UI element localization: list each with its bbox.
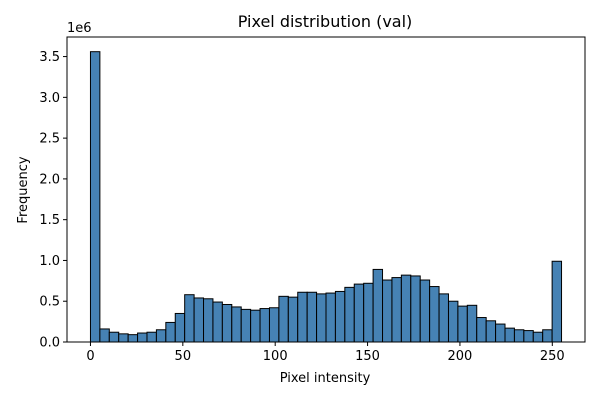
histogram-bar — [447, 300, 459, 343]
histogram-bar — [212, 301, 223, 343]
histogram-bar — [551, 260, 563, 343]
histogram-bar — [466, 304, 478, 343]
histogram-bar — [203, 298, 214, 343]
histogram-bar — [513, 329, 525, 343]
histogram-bar — [363, 282, 374, 343]
histogram-bar — [89, 51, 101, 343]
histogram-bar — [523, 330, 534, 343]
histogram-bar — [268, 307, 280, 343]
chart-title: Pixel distribution (val) — [238, 12, 413, 31]
histogram-bar — [316, 293, 327, 343]
histogram-bar — [240, 308, 252, 343]
histogram-bar — [118, 333, 129, 343]
y-offset-text: 1e6 — [67, 21, 92, 36]
x-ticks: 0 50 100 150 200 250 — [86, 342, 565, 364]
histogram-bar — [419, 279, 431, 343]
histogram-bar — [334, 290, 346, 343]
x-tick-label: 100 — [263, 349, 288, 364]
histogram-bar — [193, 297, 205, 343]
histogram-bar — [429, 286, 440, 343]
histogram-bar — [410, 275, 421, 343]
plot-frame — [66, 36, 586, 343]
histogram-bar — [485, 320, 497, 343]
histogram-bar — [221, 303, 233, 343]
histogram-bar — [287, 296, 299, 343]
y-tick-label: 3.0 — [39, 91, 60, 106]
histogram-bar — [495, 323, 506, 343]
histogram-bar — [184, 294, 195, 343]
histogram-bar — [457, 305, 468, 343]
histogram-bar — [137, 332, 148, 343]
histogram-bar — [372, 268, 384, 343]
x-tick-label: 150 — [355, 349, 380, 364]
y-tick-label: 2.0 — [39, 172, 60, 187]
y-tick-label: 3.5 — [39, 50, 60, 65]
x-tick-label: 250 — [540, 349, 565, 364]
histogram-bar — [400, 274, 412, 343]
x-tick-label: 50 — [175, 349, 192, 364]
x-tick-label: 0 — [86, 349, 94, 364]
histogram-bar — [476, 317, 487, 343]
histogram-bar — [382, 279, 393, 343]
bars-group — [89, 51, 563, 343]
y-tick-label: 0.5 — [39, 295, 60, 310]
histogram-bar — [250, 309, 261, 343]
histogram-bar — [108, 331, 120, 343]
histogram-bar — [99, 328, 110, 343]
y-tick-label: 0.0 — [39, 336, 60, 351]
histogram-bar — [344, 286, 355, 343]
histogram-bar — [438, 293, 449, 343]
x-axis-label: Pixel intensity — [280, 371, 371, 386]
histogram-bar — [127, 334, 139, 343]
histogram-bar — [174, 312, 186, 343]
histogram-bar — [155, 329, 167, 343]
histogram-bar — [259, 308, 270, 343]
y-axis-label: Frequency — [16, 156, 31, 223]
y-tick-label: 2.5 — [39, 132, 60, 147]
histogram-bar — [278, 295, 289, 343]
histogram-bar — [297, 291, 308, 343]
y-tick-label: 1.0 — [39, 254, 60, 269]
histogram-bar — [542, 329, 553, 343]
histogram-bar — [353, 283, 365, 343]
histogram-bar — [306, 291, 318, 343]
histogram-bar — [391, 277, 402, 343]
histogram-bar — [165, 321, 176, 343]
histogram-bar — [532, 331, 544, 343]
x-tick-label: 200 — [448, 349, 473, 364]
y-ticks: 0.0 0.5 1.0 1.5 2.0 2.5 3.0 3.5 — [39, 50, 67, 351]
histogram-bar — [231, 306, 242, 343]
histogram-bar — [325, 292, 336, 343]
histogram-bar — [504, 327, 515, 343]
y-tick-label: 1.5 — [39, 213, 60, 228]
histogram-bar — [146, 331, 157, 343]
